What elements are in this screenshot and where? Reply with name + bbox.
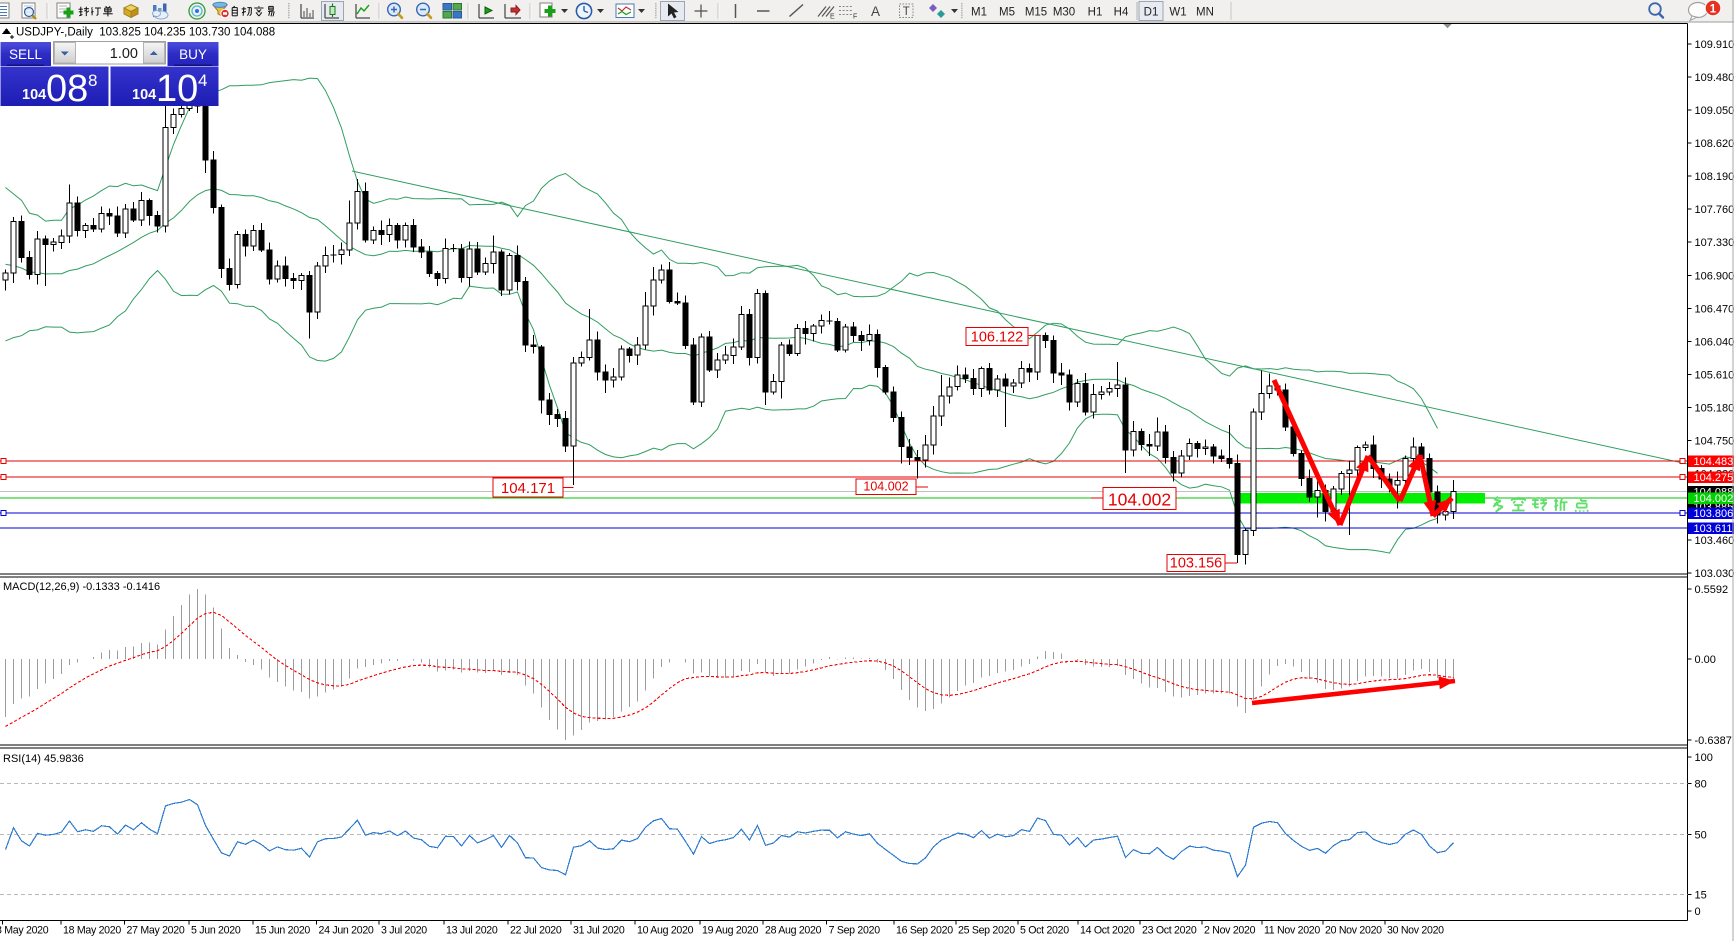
- svg-text:T: T: [903, 6, 910, 18]
- svg-text:11 Nov 2020: 11 Nov 2020: [1264, 925, 1320, 937]
- svg-text:H1: H1: [1088, 7, 1103, 19]
- svg-text:H4: H4: [1114, 7, 1129, 19]
- svg-text:F: F: [853, 14, 857, 21]
- svg-text:M1: M1: [971, 7, 987, 19]
- svg-text:0.5592: 0.5592: [1695, 584, 1729, 596]
- svg-text:M5: M5: [999, 7, 1015, 19]
- svg-text:20 Nov 2020: 20 Nov 2020: [1325, 925, 1382, 937]
- svg-text:30 Nov 2020: 30 Nov 2020: [1387, 925, 1444, 937]
- svg-text:106.040: 106.040: [1695, 336, 1734, 348]
- svg-text:104.002: 104.002: [1694, 493, 1734, 505]
- svg-text:-0.6387: -0.6387: [1695, 735, 1732, 747]
- svg-text:109.050: 109.050: [1695, 105, 1734, 117]
- svg-text:10 Aug 2020: 10 Aug 2020: [637, 925, 694, 937]
- svg-text:50: 50: [1695, 830, 1707, 842]
- svg-text:106.470: 106.470: [1695, 303, 1734, 315]
- svg-text:100: 100: [1695, 752, 1713, 764]
- svg-text:22 Jul 2020: 22 Jul 2020: [510, 925, 562, 937]
- svg-text:104.750: 104.750: [1695, 436, 1734, 448]
- svg-text:106.900: 106.900: [1695, 270, 1734, 282]
- svg-text:107.760: 107.760: [1695, 204, 1734, 216]
- svg-text:104: 104: [132, 87, 156, 103]
- svg-text:08: 08: [46, 68, 88, 110]
- svg-text:107.330: 107.330: [1695, 237, 1734, 249]
- svg-text:105.180: 105.180: [1695, 403, 1734, 415]
- svg-text:104.483: 104.483: [1694, 456, 1734, 468]
- svg-text:M15: M15: [1025, 7, 1047, 19]
- svg-text:A: A: [871, 4, 880, 19]
- svg-text:104.002: 104.002: [1108, 490, 1171, 510]
- svg-text:104.171: 104.171: [501, 480, 555, 497]
- svg-text:MN: MN: [1196, 7, 1214, 19]
- svg-text:19 Aug 2020: 19 Aug 2020: [702, 925, 759, 937]
- svg-text:SELL: SELL: [9, 47, 43, 62]
- svg-text:E: E: [830, 14, 835, 21]
- svg-text:103.030: 103.030: [1695, 568, 1734, 580]
- svg-text:8 May 2020: 8 May 2020: [0, 925, 49, 937]
- svg-text:103.460: 103.460: [1695, 535, 1734, 547]
- svg-text:MACD(12,26,9) -0.1333 -0.1416: MACD(12,26,9) -0.1333 -0.1416: [3, 581, 160, 593]
- svg-text:105.610: 105.610: [1695, 370, 1734, 382]
- svg-text:0.00: 0.00: [1695, 654, 1716, 666]
- svg-text:USDJPY-,Daily 103.825 104.235: USDJPY-,Daily 103.825 104.235 103.730 10…: [16, 27, 275, 39]
- svg-text:13 Jul 2020: 13 Jul 2020: [446, 925, 498, 937]
- svg-text:103.806: 103.806: [1694, 508, 1734, 520]
- svg-text:1.00: 1.00: [110, 46, 138, 62]
- svg-text:104.275: 104.275: [1694, 472, 1734, 484]
- svg-text:14 Oct 2020: 14 Oct 2020: [1080, 925, 1135, 937]
- svg-text:0: 0: [1695, 906, 1701, 918]
- svg-text:16 Sep 2020: 16 Sep 2020: [896, 925, 953, 937]
- svg-text:M30: M30: [1053, 7, 1075, 19]
- svg-text:RSI(14) 45.9836: RSI(14) 45.9836: [3, 753, 84, 765]
- svg-text:D1: D1: [1144, 7, 1159, 19]
- svg-text:103.611: 103.611: [1694, 523, 1733, 535]
- svg-text:108.620: 108.620: [1695, 138, 1734, 150]
- svg-text:23 Oct 2020: 23 Oct 2020: [1142, 925, 1197, 937]
- svg-text:W1: W1: [1169, 7, 1186, 19]
- svg-text:109.910: 109.910: [1695, 39, 1734, 51]
- svg-text:104.002: 104.002: [863, 480, 908, 494]
- svg-text:3 Jul 2020: 3 Jul 2020: [381, 925, 427, 937]
- svg-text:BUY: BUY: [179, 47, 207, 62]
- svg-text:106.122: 106.122: [971, 330, 1023, 346]
- svg-text:15: 15: [1695, 889, 1707, 901]
- svg-text:5 Jun 2020: 5 Jun 2020: [191, 925, 241, 937]
- svg-text:80: 80: [1695, 778, 1707, 790]
- svg-text:7 Sep 2020: 7 Sep 2020: [829, 925, 881, 937]
- svg-text:8: 8: [88, 71, 97, 90]
- svg-text:4: 4: [198, 71, 207, 90]
- svg-text:24 Jun 2020: 24 Jun 2020: [319, 925, 374, 937]
- svg-text:10: 10: [156, 68, 198, 110]
- svg-text:103.156: 103.156: [1170, 556, 1222, 572]
- svg-text:15 Jun 2020: 15 Jun 2020: [255, 925, 310, 937]
- svg-text:27 May 2020: 27 May 2020: [127, 925, 185, 937]
- svg-text:18 May 2020: 18 May 2020: [63, 925, 121, 937]
- svg-text:2 Nov 2020: 2 Nov 2020: [1204, 925, 1256, 937]
- svg-text:25 Sep 2020: 25 Sep 2020: [958, 925, 1015, 937]
- svg-text:28 Aug 2020: 28 Aug 2020: [765, 925, 822, 937]
- svg-text:31 Jul 2020: 31 Jul 2020: [573, 925, 625, 937]
- svg-text:109.480: 109.480: [1695, 72, 1734, 84]
- svg-text:5 Oct 2020: 5 Oct 2020: [1020, 925, 1069, 937]
- svg-text:1: 1: [1710, 4, 1717, 16]
- svg-text:108.190: 108.190: [1695, 171, 1734, 183]
- svg-text:104: 104: [22, 87, 46, 103]
